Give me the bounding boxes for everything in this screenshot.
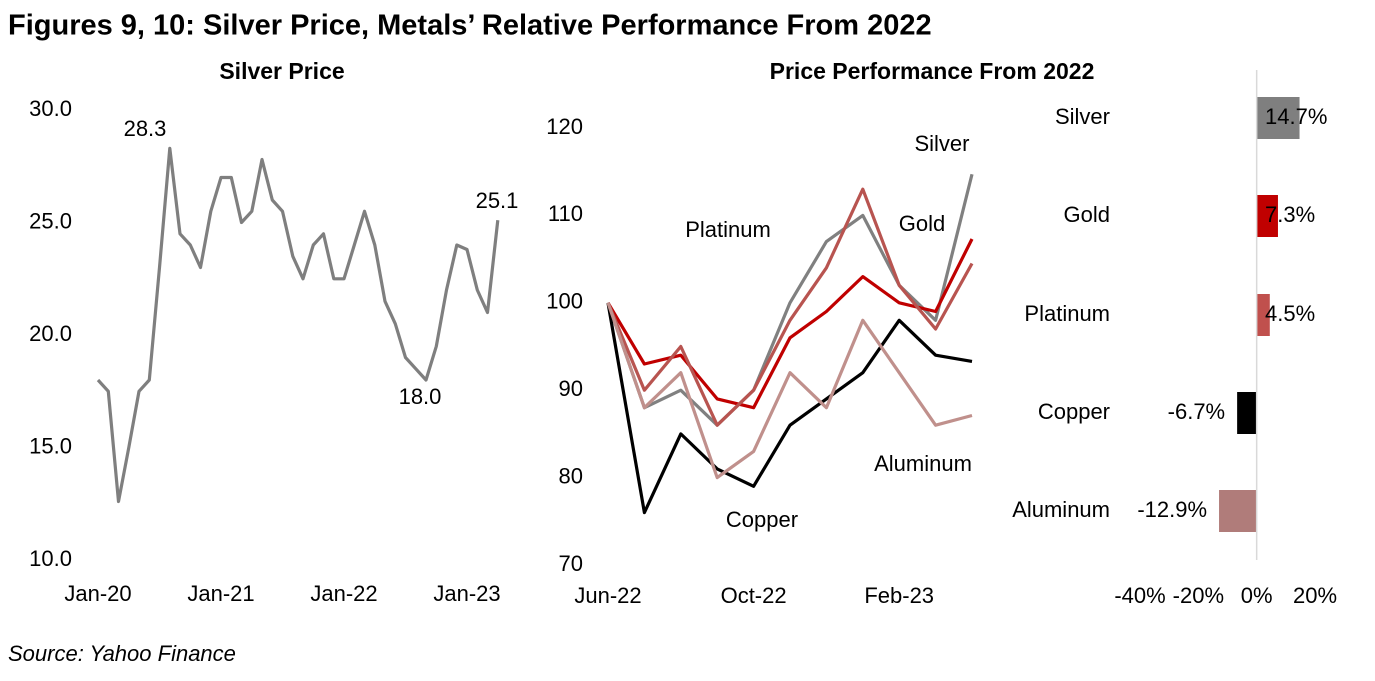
x-tick-label: Jan-23 [433,581,500,606]
y-tick-label: 10.0 [29,546,72,571]
category-label: Silver [1055,104,1110,129]
series-label: Platinum [685,217,771,242]
x-tick-label: Jan-20 [64,581,131,606]
value-label: -12.9% [1137,497,1207,522]
x-tick-label: 0% [1241,583,1273,608]
x-tick-label: -20% [1173,583,1224,608]
category-label: Aluminum [1012,497,1110,522]
y-tick-label: 120 [546,114,583,139]
series-label: Copper [726,507,798,532]
y-tick-label: 100 [546,289,583,314]
x-tick-label: Jan-22 [310,581,377,606]
value-label: 7.3% [1265,202,1315,227]
value-label: 4.5% [1265,301,1315,326]
y-tick-label: 110 [548,201,583,226]
category-label: Platinum [1024,301,1110,326]
bar [1237,392,1257,434]
y-tick-label: 80 [559,463,583,488]
series-label: Gold [899,211,945,236]
category-label: Copper [1038,399,1110,424]
line-series [606,302,973,480]
series-label: Aluminum [874,451,972,476]
line-series [96,146,500,504]
y-tick-label: 30.0 [29,96,72,121]
line-series [606,187,974,427]
value-label: -6.7% [1168,399,1225,424]
bar [1256,294,1270,336]
chart-title: Price Performance From 2022 [770,58,1095,84]
annotation: 25.1 [476,188,519,213]
y-tick-label: 70 [559,551,583,576]
line-series [606,238,974,410]
source-note: Source: Yahoo Finance [8,641,236,666]
x-tick-label: 20% [1293,583,1337,608]
x-tick-label: Jun-22 [574,583,641,608]
y-tick-label: 20.0 [29,321,72,346]
chart-title: Silver Price [219,58,344,84]
y-tick-label: 90 [559,376,583,401]
x-tick-label: Feb-23 [864,583,934,608]
figure-title: Figures 9, 10: Silver Price, Metals’ Rel… [8,10,932,42]
series-label: Silver [914,131,969,156]
value-label: 14.7% [1265,104,1327,129]
line-series [606,302,973,515]
annotation: 18.0 [399,384,442,409]
y-tick-label: 25.0 [29,208,72,233]
y-tick-label: 15.0 [29,433,72,458]
bar [1219,490,1257,532]
annotation: 28.3 [124,116,167,141]
x-tick-label: Jan-21 [187,581,254,606]
bar [1256,195,1278,237]
x-tick-label: -40% [1114,583,1165,608]
category-label: Gold [1064,202,1110,227]
bar [1256,97,1300,139]
line-series [606,173,974,427]
x-tick-label: Oct-22 [721,583,787,608]
